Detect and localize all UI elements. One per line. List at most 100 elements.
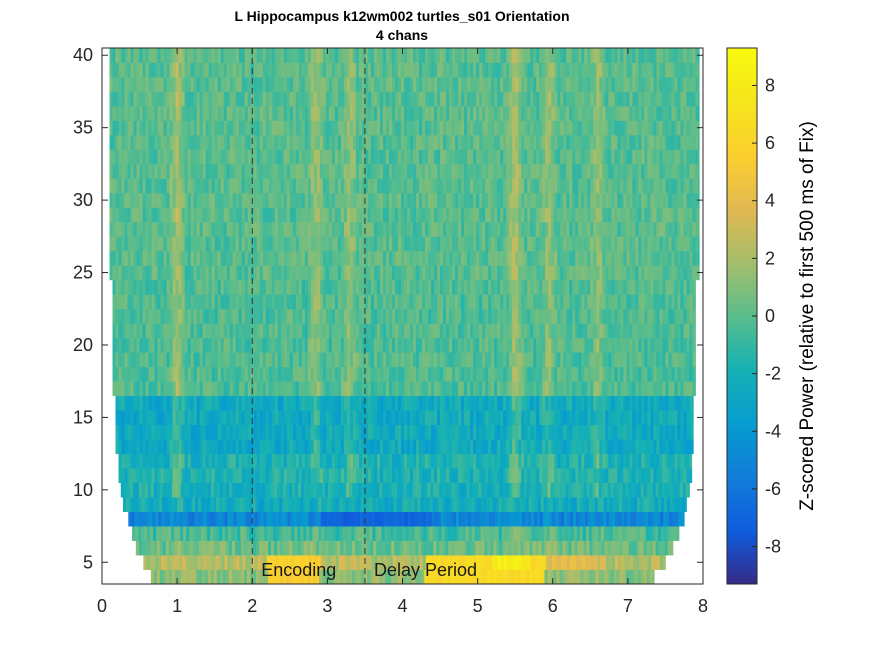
- heatmap-cell: [358, 279, 363, 295]
- heatmap-cell: [166, 221, 171, 237]
- heatmap-cell: [587, 439, 591, 455]
- heatmap-cell: [509, 221, 513, 237]
- heatmap-cell: [544, 569, 548, 585]
- heatmap-cell: [394, 424, 399, 440]
- heatmap-cell: [379, 265, 384, 281]
- heatmap-cell: [578, 236, 582, 252]
- heatmap-cell: [401, 308, 405, 324]
- heatmap-cell: [587, 410, 591, 426]
- heatmap-cell: [393, 526, 397, 541]
- heatmap-cell: [337, 250, 342, 266]
- heatmap-cell: [190, 352, 195, 368]
- heatmap-cell: [419, 352, 423, 368]
- heatmap-cell: [536, 381, 540, 397]
- heatmap-cell: [590, 366, 594, 382]
- heatmap-cell: [142, 192, 146, 208]
- heatmap-cell: [175, 221, 180, 237]
- heatmap-cell: [410, 468, 414, 483]
- heatmap-cell: [514, 540, 518, 556]
- heatmap-cell: [642, 526, 647, 541]
- heatmap-cell: [247, 439, 252, 455]
- heatmap-cell: [355, 410, 360, 426]
- heatmap-cell: [527, 352, 531, 368]
- heatmap-cell: [127, 192, 131, 208]
- heatmap-cell: [343, 265, 348, 281]
- heatmap-cell: [632, 279, 636, 295]
- heatmap-cell: [524, 207, 528, 223]
- heatmap-cell: [569, 308, 573, 324]
- heatmap-cell: [410, 366, 414, 382]
- heatmap-cell: [612, 555, 616, 570]
- heatmap-cell: [661, 482, 666, 498]
- heatmap-cell: [668, 337, 672, 353]
- heatmap-cell: [467, 337, 471, 353]
- heatmap-cell: [382, 381, 387, 397]
- heatmap-cell: [157, 236, 161, 252]
- heatmap-cell: [361, 439, 366, 455]
- heatmap-cell: [405, 526, 409, 541]
- heatmap-cell: [566, 221, 570, 237]
- heatmap-cell: [643, 569, 648, 585]
- heatmap-cell: [533, 265, 537, 281]
- heatmap-cell: [205, 250, 210, 266]
- heatmap-cell: [157, 207, 161, 223]
- heatmap-cell: [215, 555, 219, 570]
- heatmap-cell: [265, 395, 270, 411]
- heatmap-cell: [397, 410, 402, 426]
- heatmap-cell: [232, 207, 237, 223]
- heatmap-cell: [355, 569, 359, 585]
- heatmap-cell: [186, 497, 190, 512]
- heatmap-cell: [659, 410, 663, 426]
- heatmap-cell: [434, 410, 438, 426]
- heatmap-cell: [671, 395, 675, 411]
- heatmap-cell: [431, 308, 435, 324]
- heatmap-cell: [152, 511, 156, 527]
- heatmap-cell: [449, 294, 453, 310]
- heatmap-cell: [142, 221, 146, 237]
- heatmap-cell: [169, 265, 174, 281]
- heatmap-cell: [401, 424, 405, 440]
- heatmap-cell: [665, 439, 669, 455]
- heatmap-cell: [183, 482, 188, 498]
- heatmap-cell: [501, 526, 506, 541]
- heatmap-cell: [662, 250, 666, 266]
- heatmap-cell: [551, 236, 555, 252]
- heatmap-cell: [346, 366, 351, 382]
- heatmap-cell: [295, 569, 299, 585]
- heatmap-cell: [328, 221, 333, 237]
- heatmap-cell: [259, 279, 264, 295]
- heatmap-cell: [373, 294, 378, 310]
- heatmap-cell: [440, 366, 444, 382]
- heatmap-cell: [623, 439, 627, 455]
- heatmap-cell: [605, 221, 609, 237]
- heatmap-cell: [238, 308, 243, 324]
- heatmap-cell: [178, 250, 183, 266]
- heatmap-cell: [145, 468, 149, 483]
- heatmap-cell: [506, 453, 510, 469]
- heatmap-cell: [461, 352, 465, 368]
- heatmap-cell: [385, 540, 389, 556]
- heatmap-cell: [382, 337, 387, 353]
- heatmap-cell: [525, 526, 530, 541]
- heatmap-cell: [193, 308, 198, 324]
- heatmap-cell: [491, 395, 495, 411]
- heatmap-cell: [521, 236, 525, 252]
- heatmap-cell: [202, 294, 207, 310]
- heatmap-cell: [283, 221, 288, 237]
- heatmap-cell: [158, 511, 162, 527]
- heatmap-cell: [545, 555, 550, 570]
- heatmap-cell: [216, 526, 220, 541]
- heatmap-cell: [434, 265, 438, 281]
- heatmap-cell: [124, 294, 128, 310]
- heatmap-cell: [626, 410, 630, 426]
- heatmap-cell: [425, 250, 429, 266]
- heatmap-cell: [575, 439, 579, 455]
- heatmap-cell: [588, 555, 592, 570]
- heatmap-cell: [319, 453, 324, 469]
- heatmap-cell: [247, 294, 252, 310]
- heatmap-cell: [509, 439, 513, 455]
- heatmap-cell: [680, 352, 684, 368]
- heatmap-cell: [370, 337, 375, 353]
- heatmap-cell: [527, 308, 531, 324]
- heatmap-cell: [154, 250, 158, 266]
